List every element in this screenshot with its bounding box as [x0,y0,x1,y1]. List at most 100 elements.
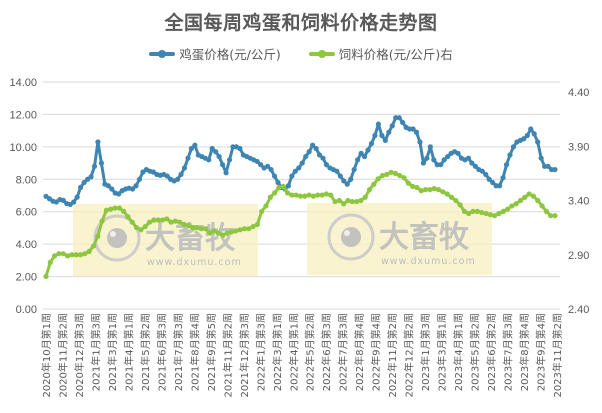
data-point-marker[interactable] [267,194,273,200]
data-point-marker[interactable] [77,252,84,258]
data-point-marker[interactable] [121,208,127,214]
data-point-marker[interactable] [133,225,140,231]
data-point-marker[interactable] [552,166,558,173]
data-point-marker[interactable] [220,232,226,238]
data-point-marker[interactable] [258,162,264,168]
data-point-marker[interactable] [320,155,326,161]
data-point-marker[interactable] [292,168,298,174]
data-point-marker[interactable] [223,170,229,176]
data-point-marker[interactable] [268,166,274,173]
data-point-marker[interactable] [323,191,329,197]
data-point-marker[interactable] [177,219,183,225]
data-point-marker[interactable] [490,179,496,186]
data-point-marker[interactable] [375,121,382,127]
data-point-marker[interactable] [358,150,364,156]
data-point-marker[interactable] [69,252,75,258]
data-point-marker[interactable] [226,157,233,163]
data-point-marker[interactable] [500,208,506,214]
data-point-marker[interactable] [105,183,111,189]
data-point-marker[interactable] [422,187,429,193]
data-point-marker[interactable] [513,201,519,207]
data-point-marker[interactable] [209,145,215,152]
data-point-marker[interactable] [188,145,195,152]
data-point-marker[interactable] [341,201,347,207]
data-point-marker[interactable] [254,221,260,227]
data-point-marker[interactable] [465,155,472,161]
data-point-marker[interactable] [263,203,269,209]
data-point-marker[interactable] [297,193,304,199]
data-point-marker[interactable] [206,157,212,163]
data-point-marker[interactable] [47,259,53,265]
data-point-marker[interactable] [410,126,416,132]
data-point-marker[interactable] [545,163,551,169]
data-point-marker[interactable] [539,203,545,209]
data-point-marker[interactable] [125,214,131,220]
data-point-marker[interactable] [332,198,338,205]
data-point-marker[interactable] [504,206,511,212]
data-point-marker[interactable] [142,223,148,230]
data-point-marker[interactable] [448,194,455,200]
data-point-marker[interactable] [299,160,305,166]
data-point-marker[interactable] [349,198,355,205]
data-point-marker[interactable] [88,174,94,180]
data-point-marker[interactable] [164,173,170,179]
data-point-marker[interactable] [265,163,271,169]
data-point-marker[interactable] [441,157,447,163]
data-point-marker[interactable] [129,219,135,225]
data-point-marker[interactable] [341,178,347,184]
data-point-marker[interactable] [98,160,105,166]
data-point-marker[interactable] [116,191,122,197]
data-point-marker[interactable] [254,158,260,165]
data-point-marker[interactable] [379,132,385,139]
data-point-marker[interactable] [316,152,323,158]
data-point-marker[interactable] [440,189,446,195]
data-point-marker[interactable] [64,253,71,259]
data-point-marker[interactable] [302,193,308,199]
data-point-marker[interactable] [479,209,485,216]
data-point-marker[interactable] [361,153,368,160]
data-point-marker[interactable] [486,176,492,182]
data-point-marker[interactable] [103,207,109,213]
data-point-marker[interactable] [109,186,115,192]
data-point-marker[interactable] [306,192,312,198]
data-point-marker[interactable] [224,230,230,236]
data-point-marker[interactable] [397,172,403,179]
data-point-marker[interactable] [159,217,166,223]
data-point-marker[interactable] [211,228,217,234]
data-point-marker[interactable] [250,223,256,230]
data-point-marker[interactable] [306,149,312,155]
data-point-marker[interactable] [345,197,351,204]
data-point-marker[interactable] [136,176,143,182]
data-point-marker[interactable] [365,147,371,153]
data-point-marker[interactable] [112,205,118,211]
data-point-marker[interactable] [420,160,427,166]
data-point-marker[interactable] [522,194,528,200]
data-point-marker[interactable] [108,206,114,212]
data-point-marker[interactable] [470,208,476,214]
data-point-marker[interactable] [95,233,101,239]
data-point-marker[interactable] [74,194,80,200]
data-point-marker[interactable] [151,217,157,223]
data-point-marker[interactable] [413,129,420,135]
data-point-marker[interactable] [427,144,433,150]
data-point-marker[interactable] [259,208,265,214]
data-point-marker[interactable] [483,171,489,178]
data-point-marker[interactable] [129,186,136,192]
data-point-marker[interactable] [82,251,88,257]
data-point-marker[interactable] [315,192,321,198]
data-point-marker[interactable] [138,227,144,233]
data-point-marker[interactable] [280,183,286,189]
data-point-marker[interactable] [271,173,278,179]
data-point-marker[interactable] [289,173,295,179]
data-point-marker[interactable] [355,157,361,163]
data-point-marker[interactable] [400,119,406,126]
data-point-marker[interactable] [368,141,375,147]
data-point-marker[interactable] [417,139,423,145]
data-point-marker[interactable] [237,145,243,152]
data-point-marker[interactable] [418,188,424,194]
data-point-marker[interactable] [353,198,360,205]
data-point-marker[interactable] [386,129,392,135]
data-point-marker[interactable] [207,230,213,236]
data-point-marker[interactable] [233,228,239,234]
data-point-marker[interactable] [310,193,317,199]
